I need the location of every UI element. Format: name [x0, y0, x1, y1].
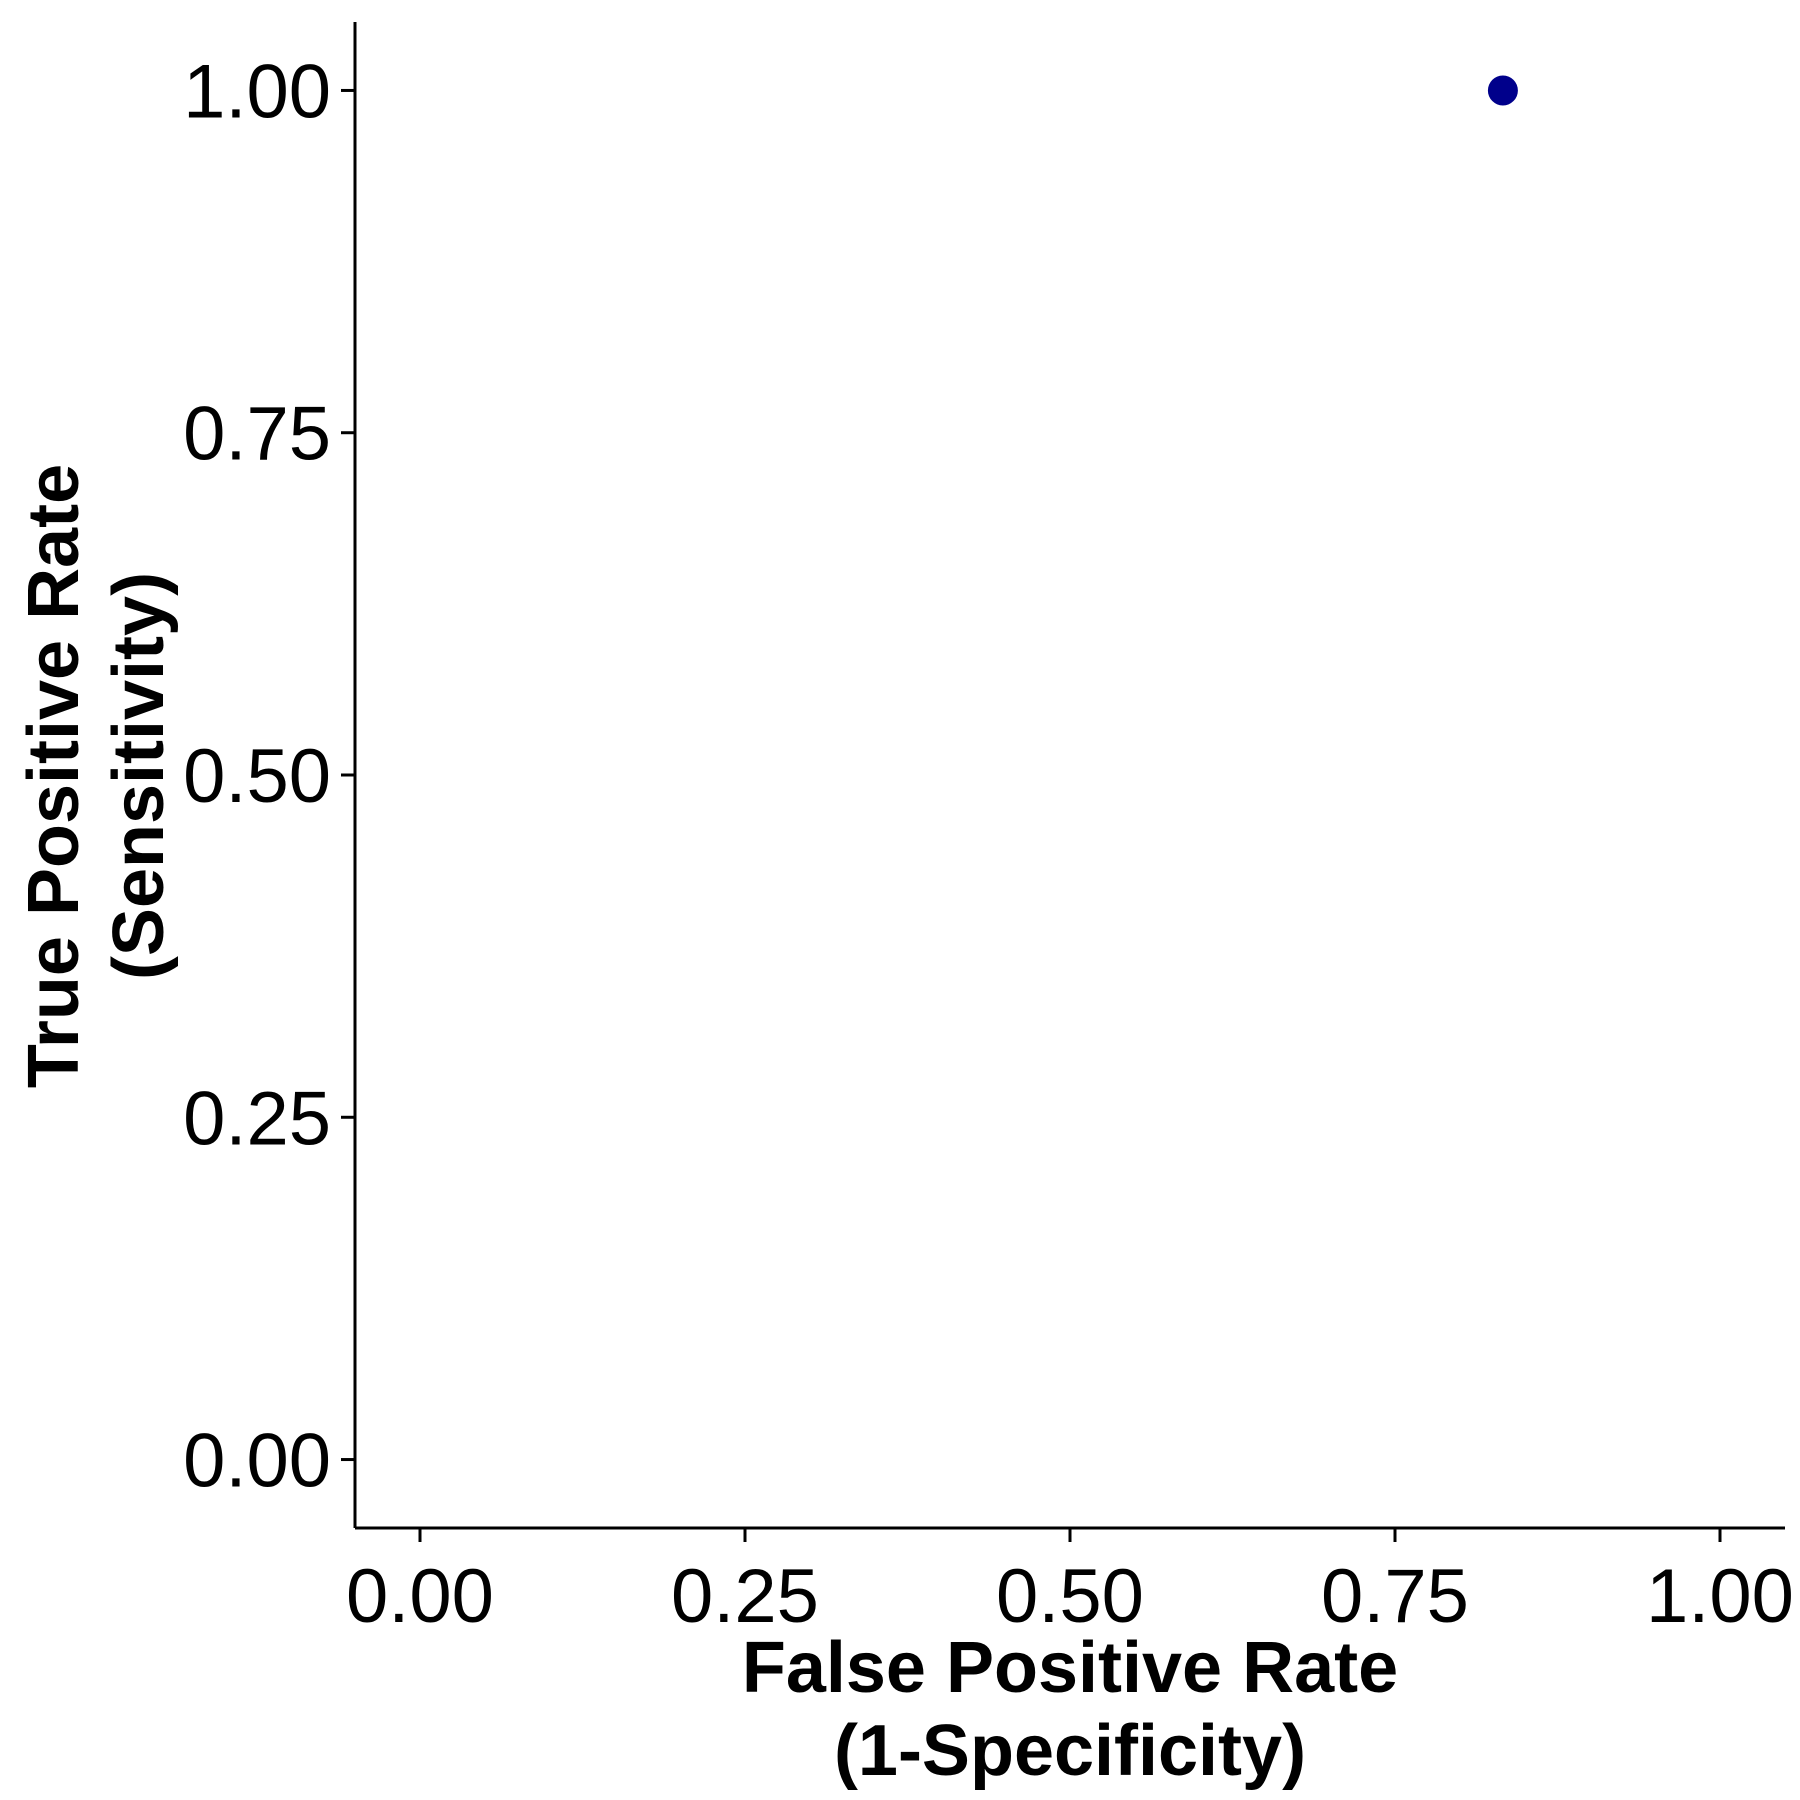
x-tick-label: 1.00 [1646, 1554, 1794, 1639]
data-point [1487, 75, 1518, 106]
y-axis-title-line-1: True Positive Rate [14, 464, 94, 1088]
x-axis: 0.00 0.25 0.50 0.75 1.00 [346, 1526, 1794, 1639]
y-tick-label: 1.00 [183, 49, 331, 134]
x-axis-title-line-2: (1-Specificity) [834, 1711, 1306, 1791]
y-tick-label: 0.00 [183, 1419, 331, 1504]
x-tick-label: 0.00 [346, 1554, 494, 1639]
y-axis-title-line-2: (Sensitivity) [99, 572, 179, 980]
x-tick-label: 0.75 [1321, 1554, 1469, 1639]
y-tick-label: 0.25 [183, 1076, 331, 1161]
y-tick-label: 0.50 [183, 734, 331, 819]
data-points [1487, 75, 1518, 106]
y-axis: 0.00 0.25 0.50 0.75 1.00 [183, 22, 357, 1528]
x-axis-title-line-1: False Positive Rate [742, 1628, 1398, 1708]
x-tick-label: 0.25 [671, 1554, 819, 1639]
y-tick-label: 0.75 [183, 392, 331, 477]
x-tick-label: 0.50 [996, 1554, 1144, 1639]
